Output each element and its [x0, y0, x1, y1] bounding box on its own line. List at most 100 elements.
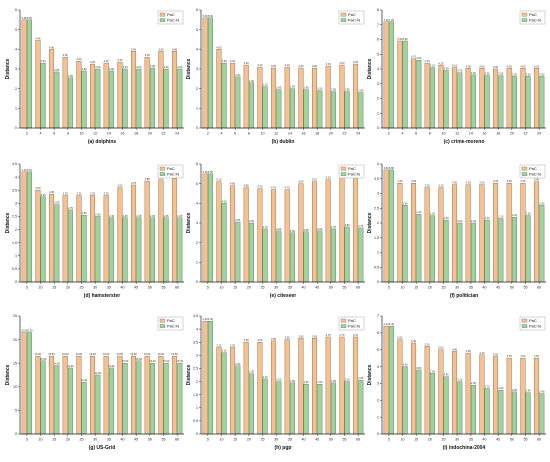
x-tick-label: 60 — [537, 438, 541, 442]
bar-value-label: 3.25 — [90, 60, 96, 64]
bar-value-label: 3.20 — [425, 184, 431, 188]
y-axis-label: Distance — [367, 364, 373, 385]
x-tick-label: 20 — [510, 132, 514, 136]
bar-pac-n — [429, 373, 435, 435]
bar-value-label: 2.30 — [416, 210, 422, 214]
bar-value-label: 1.85 — [331, 88, 337, 92]
bar-value-label: 15.00 — [122, 359, 129, 363]
bar-pac — [298, 183, 304, 283]
y-tick-label: 1 — [196, 261, 198, 265]
bar-pac-n — [289, 232, 295, 283]
bar-value-label: 2.60 — [235, 362, 241, 366]
bar-pac — [520, 183, 526, 283]
bar-value-label: 3.05 — [150, 64, 156, 68]
bar-value-label: 2.10 — [444, 216, 450, 220]
y-tick-label: 3 — [377, 192, 379, 196]
bar-pac — [424, 62, 430, 129]
y-tick-label: 2 — [196, 241, 198, 245]
bar-pac-n — [54, 365, 60, 435]
bar-pac-n — [95, 374, 101, 435]
x-tick-label: 60 — [175, 286, 179, 290]
x-tick-label: 10 — [442, 132, 446, 136]
panel-caption: (i) indochina-2004 — [443, 445, 486, 451]
y-tick-label: 0 — [196, 432, 198, 436]
y-tick-label: 3 — [196, 354, 198, 358]
y-axis-label: Distance — [5, 58, 11, 79]
bar-value-label: 4.60 — [416, 56, 422, 60]
y-tick-label: 5 — [15, 28, 17, 32]
bar-pac-n — [149, 67, 155, 129]
x-tick-label: 25 — [80, 286, 84, 290]
bar-pac — [452, 67, 458, 129]
bar-value-label: 3.10 — [257, 63, 263, 67]
bar-value-label: 5.50 — [208, 170, 214, 174]
legend-swatch — [159, 318, 166, 323]
x-tick-label: 40 — [483, 438, 487, 442]
y-tick-label: 4 — [377, 162, 379, 166]
bar-value-label: 2.00 — [457, 219, 463, 223]
x-tick-label: 35 — [107, 286, 111, 290]
bar-pac-n — [177, 363, 183, 435]
x-tick-label: 30 — [274, 286, 278, 290]
x-tick-label: 50 — [148, 438, 152, 442]
y-tick-label: 6 — [196, 8, 198, 12]
bar-value-label: 2.55 — [82, 211, 88, 215]
bar-value-label: 4.05 — [507, 64, 513, 68]
y-tick-label: 1 — [15, 254, 17, 258]
bar-value-label: 3.50 — [539, 72, 545, 76]
bar-value-label: 2.00 — [276, 378, 282, 382]
bar-pac-n — [402, 40, 408, 129]
bar-pac-n — [40, 360, 46, 435]
bar-pac-n — [539, 205, 545, 283]
bar-value-label: 3.30 — [479, 181, 485, 185]
bar-pac — [230, 347, 236, 435]
x-tick-label: 15 — [414, 438, 418, 442]
bar-value-label: 12.50 — [95, 371, 102, 375]
bar-value-label: 3.75 — [457, 69, 463, 73]
bar-pac — [424, 187, 430, 283]
bar-value-label: 16.50 — [144, 352, 151, 356]
bar-value-label: 5.60 — [208, 14, 214, 18]
bar-pac-n — [330, 382, 336, 435]
bar-pac-n — [358, 380, 364, 435]
bar-value-label: 3.05 — [312, 64, 318, 68]
y-tick-label: 3 — [377, 82, 379, 86]
bar-value-label: 2.90 — [471, 381, 477, 385]
x-tick-label: 10 — [220, 438, 224, 442]
bar-pac — [383, 21, 389, 129]
bar-pac — [257, 342, 263, 435]
bar-value-label: 2.75 — [68, 206, 74, 210]
bar-value-label: 3.50 — [244, 338, 250, 342]
bar-value-label: 3.85 — [145, 177, 151, 181]
bar-value-label: 4.80 — [244, 184, 250, 188]
legend-label: PaC — [348, 318, 356, 323]
x-tick-label: 40 — [483, 286, 487, 290]
bar-pac-n — [457, 72, 463, 129]
bar-pac-n — [276, 89, 282, 129]
bar-pac — [243, 64, 249, 129]
bar-value-label: 3.60 — [145, 53, 151, 57]
bar-value-label: 2.25 — [526, 212, 532, 216]
y-axis-label: Distance — [367, 212, 373, 233]
bar-value-label: 15.00 — [149, 359, 156, 363]
bar-pac — [325, 65, 331, 129]
bar-value-label: 6.40 — [384, 322, 390, 326]
bar-value-label: 3.10 — [457, 378, 463, 382]
x-tick-label: 15 — [233, 438, 237, 442]
bar-pac — [411, 58, 417, 129]
bar-pac — [243, 187, 249, 283]
bar-pac — [230, 185, 236, 283]
bar-value-label: 2.45 — [123, 214, 129, 218]
bar-value-label: 5.10 — [216, 178, 222, 182]
y-tick-label: 0 — [15, 432, 17, 436]
bar-pac-n — [81, 381, 87, 435]
bar-value-label: 2.10 — [263, 83, 269, 87]
y-tick-label: 0 — [377, 432, 379, 436]
bar-pac — [103, 62, 109, 129]
bar-value-label: 2.05 — [358, 376, 364, 380]
bar-value-label: 3.55 — [271, 337, 277, 341]
bar-value-label: 3.30 — [90, 191, 96, 195]
bar-pac-n — [388, 325, 394, 435]
